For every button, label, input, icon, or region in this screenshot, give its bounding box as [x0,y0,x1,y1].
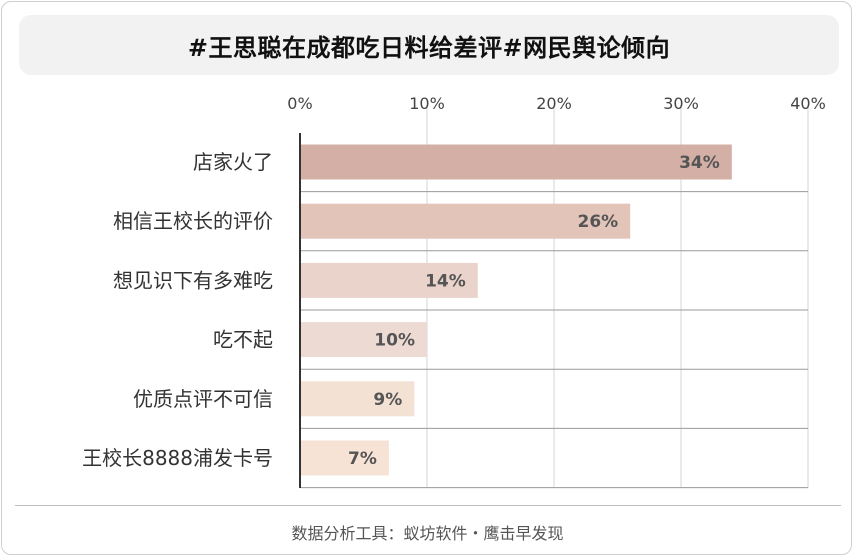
category-label: 王校长8888浦发卡号 [82,446,273,470]
x-tick-label: 30% [663,94,699,113]
bar-value-label: 14% [425,271,466,291]
title-banner: #王思聪在成都吃日料给差评#网民舆论倾向 [19,15,839,75]
x-tick-label: 10% [409,94,445,113]
bar-value-label: 26% [577,212,618,232]
category-label: 店家火了 [193,150,273,174]
bar-value-label: 10% [374,331,415,351]
x-tick-label: 40% [790,94,826,113]
bar [300,262,478,298]
x-tick-label: 0% [287,94,312,113]
category-label: 吃不起 [213,328,273,352]
category-label: 想见识下有多难吃 [113,268,273,292]
category-label: 相信王校长的评价 [113,209,273,233]
bar-value-label: 7% [348,449,377,469]
bar-value-label: 9% [373,390,402,410]
x-tick-label: 20% [536,94,572,113]
footer-divider [15,505,841,506]
category-label: 优质点评不可信 [133,387,273,411]
bar [300,440,389,476]
bar [300,203,631,239]
bar-value-label: 34% [679,153,720,173]
bar [300,381,415,417]
footer-source: 数据分析工具：蚁坊软件・鹰击早发现 [291,524,564,543]
chart-title: #王思聪在成都吃日料给差评#网民舆论倾向 [187,33,671,62]
bar [300,144,732,180]
bar [300,322,427,358]
